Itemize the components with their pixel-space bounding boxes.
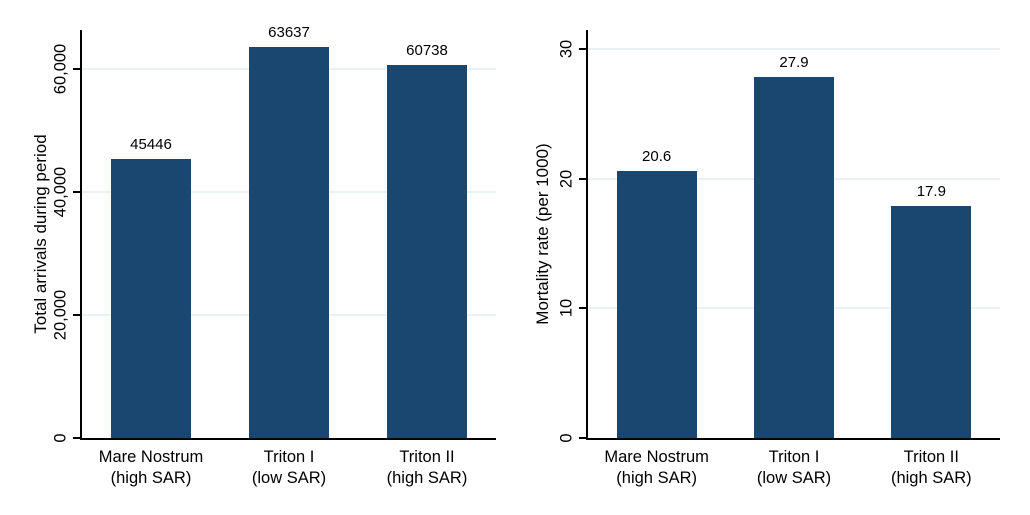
y-axis-title: Total arrivals during period [31,134,50,334]
category-label: Triton I (low SAR) [251,448,327,488]
y-tick [579,437,586,439]
bar-value-label: 63637 [268,23,310,41]
bar-value-label: 60738 [406,41,448,59]
y-tick [579,48,586,51]
y-tick [579,307,586,310]
y-tick-label: 60,000 [51,44,70,95]
y-tick [73,68,80,71]
bar [616,171,697,438]
bar [891,206,972,438]
y-tick [73,191,80,194]
category-label: Triton II (high SAR) [890,448,972,488]
y-tick-label: 40,000 [51,166,70,218]
y-axis-line [586,30,588,440]
bar [754,76,834,438]
category-label: Mare Nostrum (high SAR) [604,448,709,488]
y-tick-label: 0 [557,433,576,443]
y-tick-label: 30 [557,40,576,59]
y-tick-label: 0 [51,433,70,443]
bar-value-label: 27.9 [779,53,809,71]
bar-value-label: 17.9 [916,183,946,201]
bar [111,158,191,438]
y-tick-label: 10 [557,299,576,318]
y-axis-line [80,30,82,440]
bar [249,46,329,438]
category-label: Triton I (low SAR) [756,448,832,488]
x-axis-line [80,438,496,440]
y-tick-label: 20 [557,169,576,189]
bar-value-label: 20.6 [642,148,672,166]
y-axis-title: Mortality rate (per 1000) [533,143,552,325]
arrivals-bar-chart: 45446 63637 60738 0 20,000 40,000 60,000 Mare N… [31,23,496,488]
mortality-bar-chart: 20.6 27.9 17.9 0 10 20 30 Mare Nostrum (high SA… [515,0,1030,515]
y-tick [579,177,586,180]
y-tick [73,314,80,317]
category-label: Triton II (high SAR) [386,448,468,488]
x-axis-line [586,438,1000,440]
bar [387,64,467,438]
bar-value-label: 45446 [130,135,172,153]
category-label: Mare Nostrum (high SAR) [98,448,204,488]
y-tick-label: 20,000 [51,289,70,341]
y-tick [73,437,80,439]
y-gridline [588,48,1000,51]
